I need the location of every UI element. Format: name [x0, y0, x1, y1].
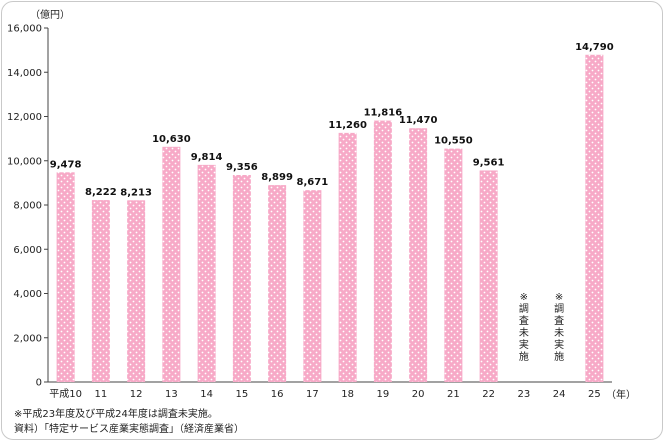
no-survey-char: 施 [519, 350, 529, 363]
bar [409, 128, 428, 382]
no-survey-label: ※調査未実施 [554, 292, 564, 363]
bar [127, 200, 146, 382]
no-survey-char: ※ [555, 292, 563, 303]
y-tick-label: 6,000 [13, 245, 42, 256]
data-label: 9,814 [191, 152, 223, 163]
bar [444, 148, 463, 382]
x-tick-label: 19 [377, 389, 390, 400]
bar [91, 200, 110, 382]
bar [268, 185, 287, 382]
no-survey-char: 調 [519, 302, 529, 315]
data-label: 8,671 [297, 177, 329, 188]
x-tick-label: 24 [553, 389, 566, 400]
no-survey-char: 未 [554, 327, 564, 339]
data-label: 8,222 [85, 187, 117, 198]
no-survey-char: 実 [554, 338, 564, 351]
y-tick-label: 8,000 [13, 201, 42, 212]
x-tick-label: 平成10 [49, 388, 82, 400]
no-survey-char: 査 [554, 314, 564, 327]
x-tick-label: 21 [447, 389, 460, 400]
y-tick-label: 12,000 [7, 112, 42, 123]
y-tick-label: 4,000 [13, 289, 42, 300]
y-tick-label: 14,000 [7, 68, 42, 79]
no-survey-char: ※ [520, 292, 528, 303]
data-label: 10,550 [434, 136, 473, 147]
bar [56, 172, 75, 382]
bar [197, 164, 216, 382]
x-tick-label: 11 [95, 389, 108, 400]
data-label: 14,790 [575, 42, 614, 53]
bar [479, 170, 498, 382]
bar [585, 54, 604, 383]
y-tick-label: 0 [36, 378, 42, 389]
bar [232, 174, 251, 382]
data-label: 11,260 [328, 120, 367, 131]
data-label: 9,356 [226, 162, 258, 173]
no-survey-char: 施 [554, 350, 564, 363]
data-label: 9,478 [50, 159, 82, 170]
source-note: 資料）「特定サービス産業実態調査」（経済産業省） [14, 424, 244, 435]
footnote: ※平成23年度及び平成24年度は調査未実施。 [14, 409, 218, 420]
x-tick-label: 16 [271, 389, 284, 400]
x-tick-label: 15 [236, 389, 249, 400]
data-label: 10,630 [152, 134, 191, 145]
x-tick-label: 25 [588, 389, 601, 400]
no-survey-char: 査 [519, 314, 529, 327]
data-label: 9,561 [473, 157, 505, 168]
x-tick-label: 12 [130, 389, 143, 400]
y-tick-label: 2,000 [13, 333, 42, 344]
bar [303, 190, 322, 382]
no-survey-char: 調 [554, 302, 564, 315]
y-tick-label: 10,000 [7, 156, 42, 167]
bar [338, 132, 357, 382]
no-survey-char: 未 [519, 327, 529, 339]
x-unit-label: （年） [606, 388, 636, 401]
bar [373, 120, 392, 383]
x-tick-label: 22 [482, 389, 495, 400]
x-tick-label: 20 [412, 389, 425, 400]
x-tick-label: 23 [518, 389, 531, 400]
y-tick-label: 16,000 [7, 24, 42, 35]
no-survey-label: ※調査未実施 [519, 292, 529, 363]
x-tick-label: 14 [200, 389, 213, 400]
x-tick-label: 13 [165, 389, 178, 400]
y-unit-label: （億円） [30, 8, 70, 21]
no-survey-char: 実 [519, 338, 529, 351]
x-tick-label: 17 [306, 389, 319, 400]
data-label: 8,899 [261, 172, 293, 183]
data-label: 11,816 [364, 108, 403, 119]
x-tick-label: 18 [341, 389, 354, 400]
data-label: 8,213 [120, 187, 152, 198]
bar [162, 146, 181, 382]
data-label: 11,470 [399, 115, 438, 126]
